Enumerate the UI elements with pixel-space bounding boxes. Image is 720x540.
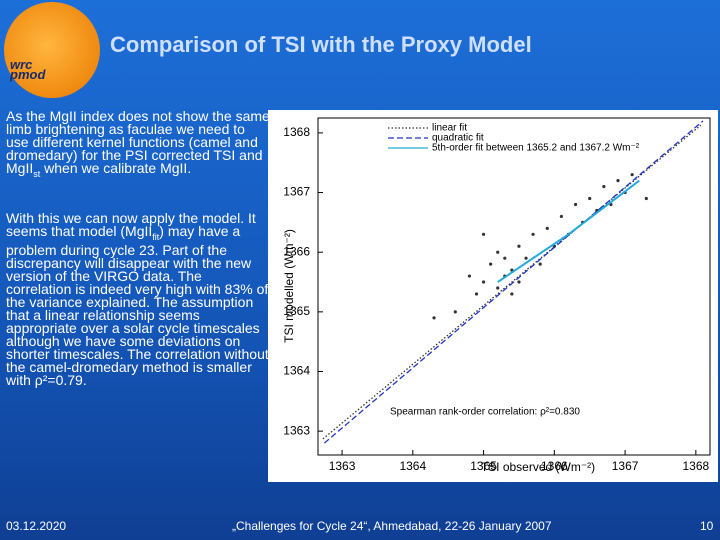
subscript: st [33,168,41,179]
y-tick-label: 1363 [283,423,310,437]
point [545,226,549,230]
slide-title: Comparison of TSI with the Proxy Model [110,32,532,57]
fit-line [322,124,702,440]
text: when we calibrate MgII. [40,160,192,176]
point [481,232,486,236]
point [432,316,436,320]
point [524,256,528,260]
y-tick-label: 1366 [283,244,310,258]
fit-line [497,179,640,283]
annotation: Spearman rank-order correlation: ρ²=0.83… [390,407,580,418]
point [531,232,535,236]
y-axis-label: TSI modelled (Wm⁻²) [282,229,296,343]
legend-label: 5th-order fit between 1365.2 and 1367.2 … [432,143,640,154]
footer-date: 03.12.2020 [6,519,67,533]
x-tick-label: 1365 [470,459,497,473]
text: As the MgII index does not show the same… [6,108,270,176]
footer-event: „Challenges for Cycle 24“, Ahmedabad, 22… [232,519,552,533]
y-tick-label: 1367 [283,185,310,199]
subscript: fit [152,231,160,242]
point [644,196,648,201]
x-tick-label: 1367 [612,459,639,473]
fit-line [323,120,704,444]
point [573,202,578,207]
point [517,280,521,284]
plot-frame [317,117,711,456]
point [510,292,514,296]
point [489,262,493,266]
x-tick-label: 1368 [682,459,709,473]
point [467,274,472,278]
point [453,310,457,314]
point [503,256,507,260]
point [616,179,620,183]
point [481,280,486,284]
paragraph: With this we can now apply the model. It… [6,210,270,388]
y-tick-label: 1364 [283,364,310,378]
y-tick-label: 1368 [283,125,310,139]
legend-label: quadratic fit [432,133,484,144]
chart: TSI observed (Wm⁻²) TSI modelled (Wm⁻²) … [268,110,718,482]
page-number: 10 [700,519,714,533]
legend-label: linear fit [432,123,467,134]
x-tick-label: 1363 [329,459,356,473]
point [602,184,606,189]
point [630,173,634,177]
logo-text: pmod [10,67,46,82]
logo: wrc pmod [10,57,46,82]
text: With this we can now apply the model. It… [6,210,256,239]
x-tick-label: 1366 [541,459,568,473]
text: ) may have a problem during cycle 23. Pa… [6,223,269,388]
point [538,262,542,266]
x-axis-label: TSI observed (Wm⁻²) [481,460,595,474]
sun-logo [4,2,100,98]
x-tick-label: 1364 [399,459,426,473]
point [474,292,479,296]
y-tick-label: 1365 [283,304,310,318]
point [496,286,500,290]
point [517,244,521,248]
logo-text: wrc [10,57,33,72]
point [559,214,564,219]
point [496,250,500,254]
paragraph: As the MgII index does not show the same… [6,108,270,181]
point [588,196,592,201]
